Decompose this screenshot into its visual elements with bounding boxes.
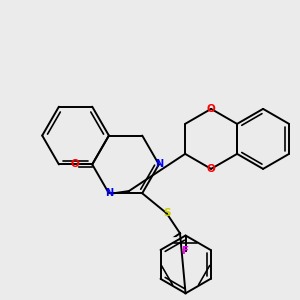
Text: N: N [155,159,163,170]
Text: N: N [105,188,113,198]
Text: S: S [163,208,170,218]
Text: O: O [70,159,79,170]
Text: O: O [207,104,215,114]
Text: O: O [207,164,215,174]
Text: F: F [182,246,189,256]
